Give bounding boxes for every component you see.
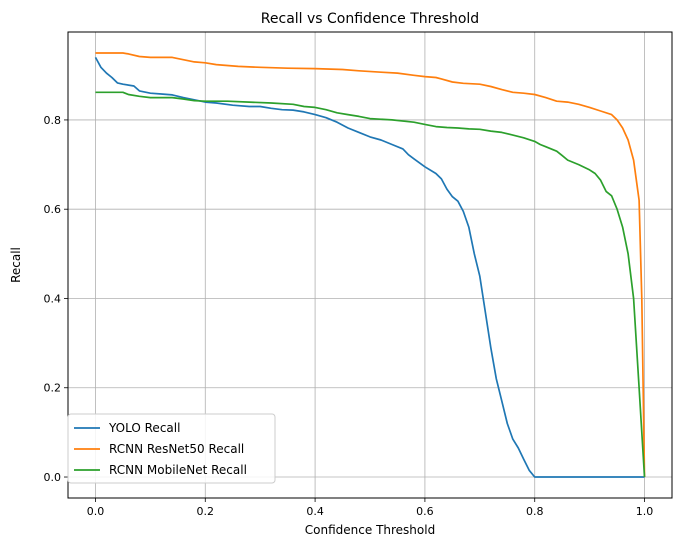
series-lines: [94, 52, 646, 478]
ticks: 0.0 0.2 0.4 0.6 0.8 1.0 0.0 0.2 0.4 0.6 0.8: [44, 114, 654, 518]
y-tick-label: 0.6: [44, 203, 62, 216]
legend-label-2: RCNN MobileNet Recall: [109, 463, 247, 477]
legend-box: [67, 413, 276, 484]
legend: YOLO Recall RCNN ResNet50 Recall RCNN Mobi…: [67, 413, 276, 484]
legend-label-0: YOLO Recall: [108, 421, 180, 435]
series-line-0: [94, 56, 645, 478]
y-tick-label: 0.2: [44, 382, 62, 395]
series-line-1: [95, 52, 646, 478]
series-line-2: [95, 91, 646, 478]
y-tick-label: 0.0: [44, 471, 62, 484]
x-tick-label: 0.0: [87, 505, 105, 518]
y-axis-label: Recall: [9, 247, 23, 283]
y-tick-label: 0.8: [44, 114, 62, 127]
y-tick-label: 0.4: [44, 292, 62, 305]
x-tick-label: 0.2: [197, 505, 215, 518]
x-tick-label: 0.8: [526, 505, 544, 518]
x-tick-label: 1.0: [636, 505, 654, 518]
legend-label-1: RCNN ResNet50 Recall: [109, 442, 244, 456]
x-axis-label: Confidence Threshold: [305, 523, 435, 537]
x-tick-label: 0.4: [306, 505, 324, 518]
plot-frame: [67, 31, 673, 499]
x-tick-label: 0.6: [416, 505, 434, 518]
chart-title: Recall vs Confidence Threshold: [261, 11, 479, 27]
